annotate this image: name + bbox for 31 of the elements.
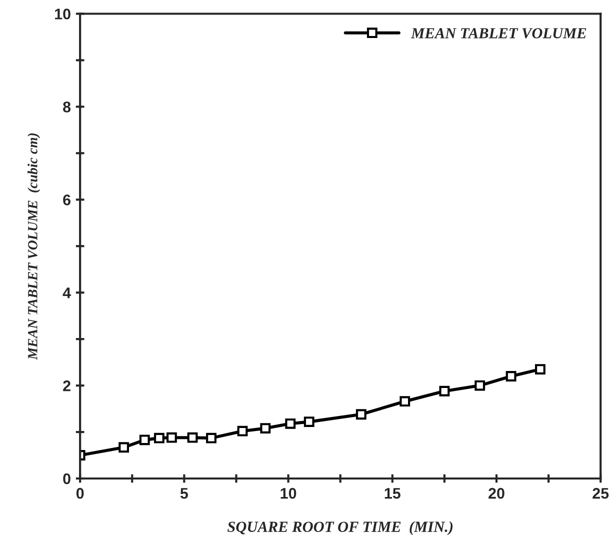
x-tick-label: 5 <box>180 488 188 499</box>
legend-label: MEAN TABLET VOLUME <box>410 28 586 38</box>
point <box>474 380 486 391</box>
y-tick-label: 8 <box>63 102 71 112</box>
y-tick-label: 4 <box>62 288 71 298</box>
point <box>260 423 271 434</box>
x-tick-label: 15 <box>384 488 400 499</box>
point <box>187 432 198 443</box>
x-tick-label: 10 <box>280 488 296 499</box>
point <box>506 371 516 382</box>
point <box>439 386 450 396</box>
point <box>154 432 164 444</box>
point <box>166 432 177 443</box>
point <box>237 426 248 436</box>
y-tick-label: 0 <box>63 473 70 484</box>
x-tick-label: 25 <box>592 488 609 499</box>
y-tick-label: 6 <box>63 194 70 206</box>
x-tick-label: 0 <box>76 488 84 499</box>
point <box>118 442 130 453</box>
x-axis-title: SQUARE ROOT OF TIME (MIN.) <box>227 521 453 536</box>
y-tick-label: 10 <box>55 8 70 20</box>
point <box>206 432 216 444</box>
point <box>356 409 366 420</box>
y-axis-title: MEAN TABLET VOLUME (cubic cm) <box>28 133 40 360</box>
point <box>304 416 314 428</box>
x-tick-label: 20 <box>488 488 504 499</box>
point <box>285 418 296 429</box>
point <box>400 396 410 407</box>
y-tick-label: 2 <box>63 380 70 392</box>
point <box>139 434 150 446</box>
point <box>535 364 546 374</box>
